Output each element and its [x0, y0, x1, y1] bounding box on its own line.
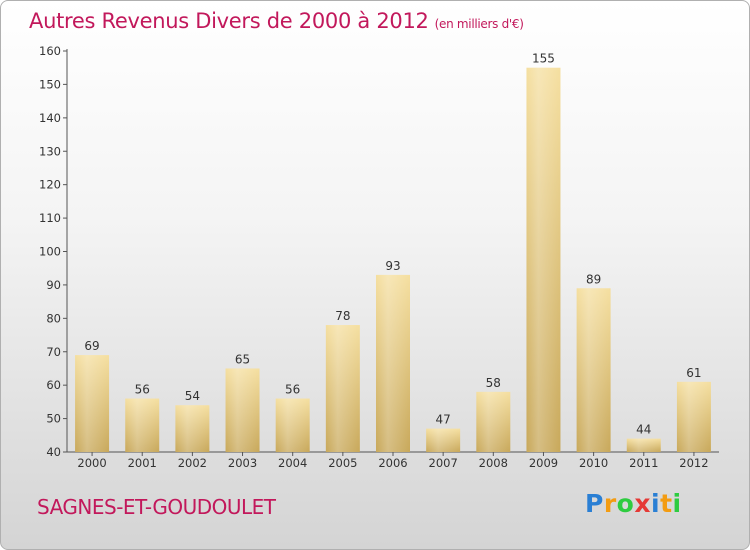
data-label-2001: 56 — [135, 383, 150, 397]
data-label-2009: 155 — [532, 52, 555, 66]
bar-shine-2002 — [175, 405, 210, 452]
y-tick-label: 130 — [39, 144, 61, 158]
x-tick-label-2000: 2000 — [77, 456, 106, 470]
x-tick-label-2007: 2007 — [429, 456, 458, 470]
proxiti-logo: Proxiti — [585, 489, 682, 518]
x-tick-label-2001: 2001 — [128, 456, 157, 470]
y-tick-label: 120 — [39, 178, 61, 192]
y-tick-label: 40 — [46, 445, 61, 459]
bar-shine-2011 — [626, 438, 661, 452]
data-label-2008: 58 — [486, 376, 501, 390]
logo-letter: P — [585, 489, 604, 518]
logo-letter: t — [660, 489, 673, 518]
data-label-2010: 89 — [586, 272, 601, 286]
x-tick-label-2011: 2011 — [629, 456, 658, 470]
bar-shine-2010 — [576, 288, 611, 452]
chart-subtitle: (en milliers d'€) — [434, 17, 524, 31]
bar-shine-2005 — [325, 325, 360, 452]
data-label-2000: 69 — [84, 339, 99, 353]
data-label-2012: 61 — [686, 366, 701, 380]
chart-title: Autres Revenus Divers de 2000 à 2012 (en … — [29, 9, 524, 33]
data-label-2005: 78 — [335, 309, 350, 323]
y-tick-label: 100 — [39, 245, 61, 259]
x-tick-label-2006: 2006 — [378, 456, 407, 470]
x-tick-label-2005: 2005 — [328, 456, 357, 470]
y-tick-label: 90 — [46, 278, 61, 292]
data-label-2011: 44 — [636, 423, 651, 437]
logo-letter: o — [616, 489, 635, 518]
x-tick-label-2002: 2002 — [178, 456, 207, 470]
x-tick-label-2003: 2003 — [228, 456, 257, 470]
bar-shine-2004 — [275, 398, 310, 452]
bar-shine-2008 — [476, 391, 511, 452]
location-name: SAGNES-ET-GOUDOULET — [37, 495, 276, 519]
x-tick-label-2008: 2008 — [479, 456, 508, 470]
bar-shine-2007 — [426, 428, 461, 452]
data-label-2007: 47 — [436, 413, 451, 427]
bar-shine-2012 — [676, 381, 711, 452]
y-tick-label: 60 — [46, 378, 61, 392]
chart-axes: 40 50 60 70 80 90 100 110 120 130 140 150 160 2000 200… — [39, 44, 719, 470]
bar-shine-2001 — [125, 398, 160, 452]
y-tick-label: 80 — [46, 311, 61, 325]
bar-shine-2009 — [526, 67, 561, 452]
bar-shine-2006 — [376, 274, 410, 452]
logo-letter: r — [603, 489, 617, 518]
logo-letter: x — [634, 489, 651, 518]
x-tick-label-2009: 2009 — [529, 456, 558, 470]
y-tick-label: 160 — [39, 44, 61, 58]
x-tick-label-2012: 2012 — [679, 456, 708, 470]
y-tick-label: 110 — [39, 211, 61, 225]
data-label-2002: 54 — [185, 389, 200, 403]
x-tick-label-2010: 2010 — [579, 456, 608, 470]
data-label-2004: 56 — [285, 383, 300, 397]
y-tick-label: 140 — [39, 111, 61, 125]
logo-letter: i — [651, 489, 661, 518]
y-tick-label: 70 — [46, 345, 61, 359]
y-tick-label: 150 — [39, 77, 61, 91]
x-tick-label-2004: 2004 — [278, 456, 307, 470]
chart-title-text: Autres Revenus Divers de 2000 à 2012 — [29, 9, 429, 33]
logo-letter: i — [672, 489, 682, 518]
data-label-2003: 65 — [235, 352, 250, 366]
y-tick-label: 50 — [46, 412, 61, 426]
bar-shine-2000 — [75, 355, 110, 452]
bar-shine-2003 — [225, 368, 260, 452]
chart-bars: 69 56 54 65 56 78 93 47 58 155 89 44 61 — [75, 52, 711, 452]
data-label-2006: 93 — [385, 259, 400, 273]
